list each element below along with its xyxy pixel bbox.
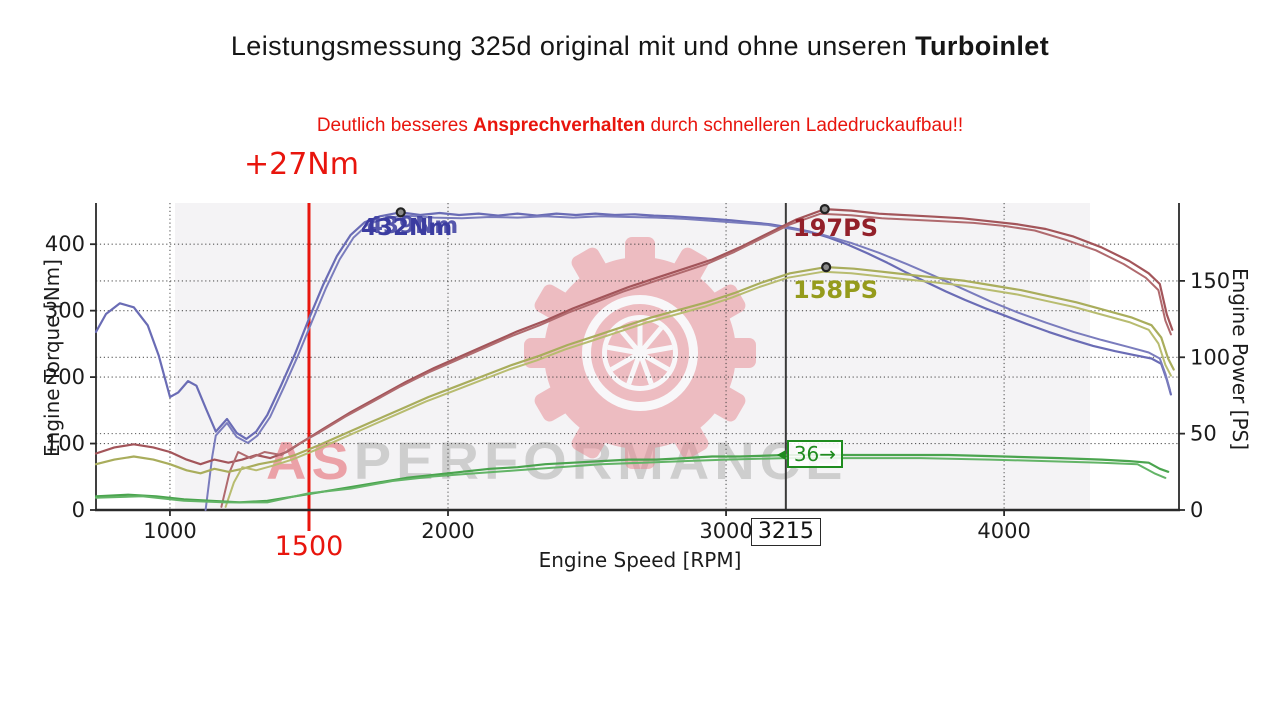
peak-marker: [821, 262, 832, 273]
series-power-olive-a: [94, 266, 1175, 475]
svg-text:100: 100: [45, 432, 85, 456]
aux-value-boxed-annotation: 36→: [786, 440, 844, 468]
svg-text:4000: 4000: [977, 519, 1030, 543]
svg-text:1000: 1000: [143, 519, 196, 543]
svg-text:3000: 3000: [699, 519, 752, 543]
x-axis-label-speed: Engine Speed [RPM]: [538, 548, 742, 572]
series-torque-blue-a: [94, 211, 1172, 440]
rpm-3215-boxed-annotation: 3215: [750, 518, 821, 546]
torque-peak-value-2: 439Nm: [367, 213, 459, 239]
page-title: Leistungsmessung 325d original mit und o…: [0, 31, 1280, 62]
svg-text:0: 0: [72, 498, 85, 522]
power-peak-annotation-red: 197PS: [793, 214, 878, 242]
series-aux-green-b: [95, 457, 1167, 504]
torque-peak-annotation: 432Nm 439Nm: [361, 213, 458, 241]
peak-marker: [395, 207, 406, 218]
series-power-red-b: [220, 212, 1172, 508]
y-axis-label-torque: Engine Torque [Nm]: [40, 259, 64, 457]
svg-text:50: 50: [1190, 422, 1217, 446]
series-power-red-a: [94, 208, 1174, 466]
page-title-regular: Leistungsmessung 325d original mit und o…: [230, 31, 916, 61]
rpm-1500-annotation: 1500: [274, 531, 344, 562]
svg-text:100: 100: [1190, 345, 1230, 369]
turbo-gear-logo-icon: [524, 237, 756, 469]
y-axis-label-power: Engine Power [PS]: [1228, 267, 1252, 451]
svg-text:200: 200: [45, 365, 85, 389]
series-aux-green-a: [94, 453, 1170, 504]
page-subtitle-post: durch schnelleren Ladedruckaufbau!!: [645, 115, 964, 136]
peak-marker: [819, 204, 830, 215]
svg-text:0: 0: [1190, 498, 1203, 522]
page-subtitle: Deutlich besseres Ansprechverhalten durc…: [0, 115, 1280, 137]
svg-text:300: 300: [45, 299, 85, 323]
torque-peak-value-1: 432Nm: [361, 215, 453, 241]
page-subtitle-pre: Deutlich besseres: [316, 115, 474, 136]
torque-gain-annotation: +27Nm: [244, 147, 359, 182]
page-title-bold: Turboinlet: [915, 31, 1050, 61]
series-torque-blue-b: [204, 214, 1172, 511]
svg-text:400: 400: [45, 232, 85, 256]
power-peak-annotation-olive: 158PS: [793, 276, 878, 304]
page-subtitle-bold: Ansprechverhalten: [473, 115, 646, 136]
svg-text:2000: 2000: [421, 519, 474, 543]
svg-text:150: 150: [1190, 269, 1230, 293]
series-power-olive-b: [224, 270, 1172, 508]
turbine-wheel: [607, 320, 673, 386]
